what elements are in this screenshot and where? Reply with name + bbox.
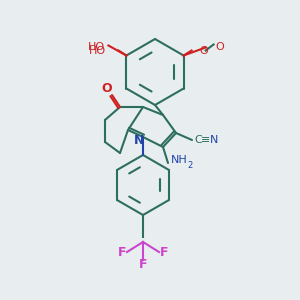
- Text: NH: NH: [171, 155, 188, 165]
- Text: N: N: [134, 134, 144, 146]
- Text: HO: HO: [89, 46, 106, 56]
- Text: O: O: [199, 46, 208, 56]
- Text: O: O: [215, 43, 224, 52]
- Text: N: N: [210, 135, 218, 145]
- Text: C: C: [194, 135, 202, 145]
- Text: F: F: [160, 245, 168, 259]
- Text: 2: 2: [188, 160, 193, 169]
- Text: HO: HO: [88, 43, 105, 52]
- Text: F: F: [139, 259, 147, 272]
- Text: F: F: [118, 245, 126, 259]
- Text: O: O: [102, 82, 112, 95]
- Text: ≡: ≡: [201, 135, 211, 145]
